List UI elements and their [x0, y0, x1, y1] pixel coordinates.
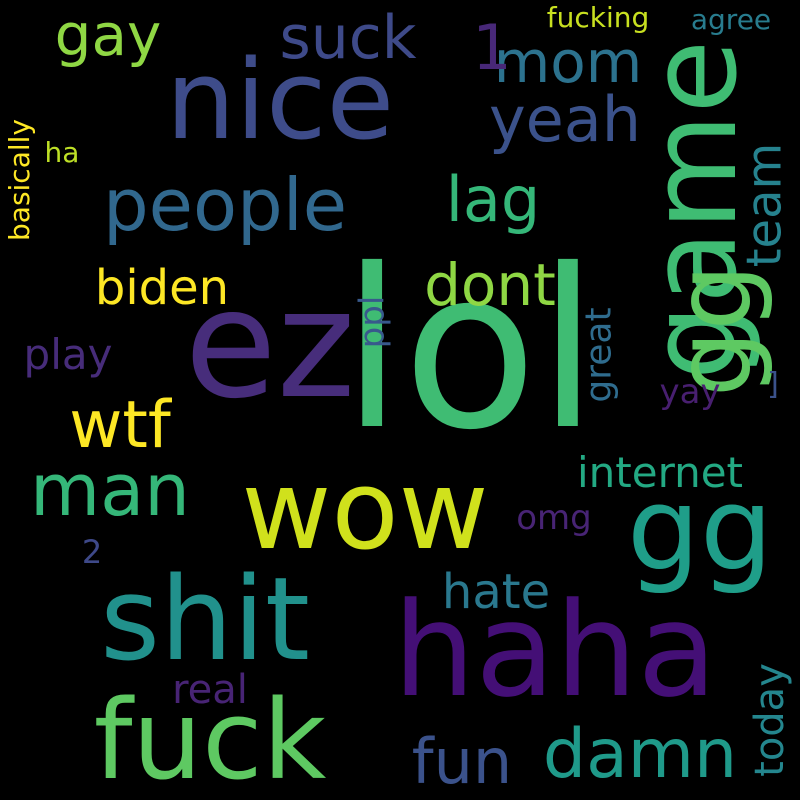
word-nice: nice: [165, 36, 395, 164]
word-lol: lol: [341, 222, 599, 478]
word-gg: gg: [627, 462, 773, 597]
word-wtf: wtf: [69, 387, 171, 463]
word-suck: suck: [279, 3, 417, 73]
word-damn: damn: [542, 715, 738, 794]
word-yeah: yeah: [488, 83, 642, 156]
word-bracket: ]: [767, 367, 779, 402]
word-agree: agree: [690, 3, 772, 36]
word-biden: biden: [94, 260, 230, 316]
word-fuck: fuck: [93, 676, 327, 800]
word-haha: haha: [392, 574, 718, 726]
word-people: people: [102, 163, 348, 247]
word-ppl: ppl: [352, 295, 392, 349]
word-today: today: [746, 663, 793, 777]
word-team: team: [736, 142, 792, 268]
word-lag: lag: [445, 163, 541, 236]
word-fun: fun: [411, 725, 513, 798]
word-mom: mom: [493, 28, 643, 96]
word-wow: wow: [241, 446, 489, 574]
word-play: play: [23, 330, 113, 379]
word-internet: internet: [576, 448, 744, 497]
word-1: 1: [472, 11, 512, 84]
word-shit: shit: [100, 552, 310, 687]
word-omg: omg: [516, 498, 592, 538]
word-dont: dont: [424, 251, 556, 319]
word-gay: gay: [54, 1, 162, 69]
word-basically: basically: [3, 119, 37, 241]
word-2: 2: [81, 533, 103, 571]
word-ez: ez: [184, 258, 356, 432]
word-yay: yay: [659, 372, 721, 412]
word-man: man: [30, 448, 190, 532]
word-real: real: [172, 667, 248, 713]
word-ha: ha: [44, 136, 80, 169]
word-hate: hate: [441, 564, 551, 620]
word-great: great: [579, 307, 620, 403]
word-fucking: fucking: [546, 1, 650, 34]
